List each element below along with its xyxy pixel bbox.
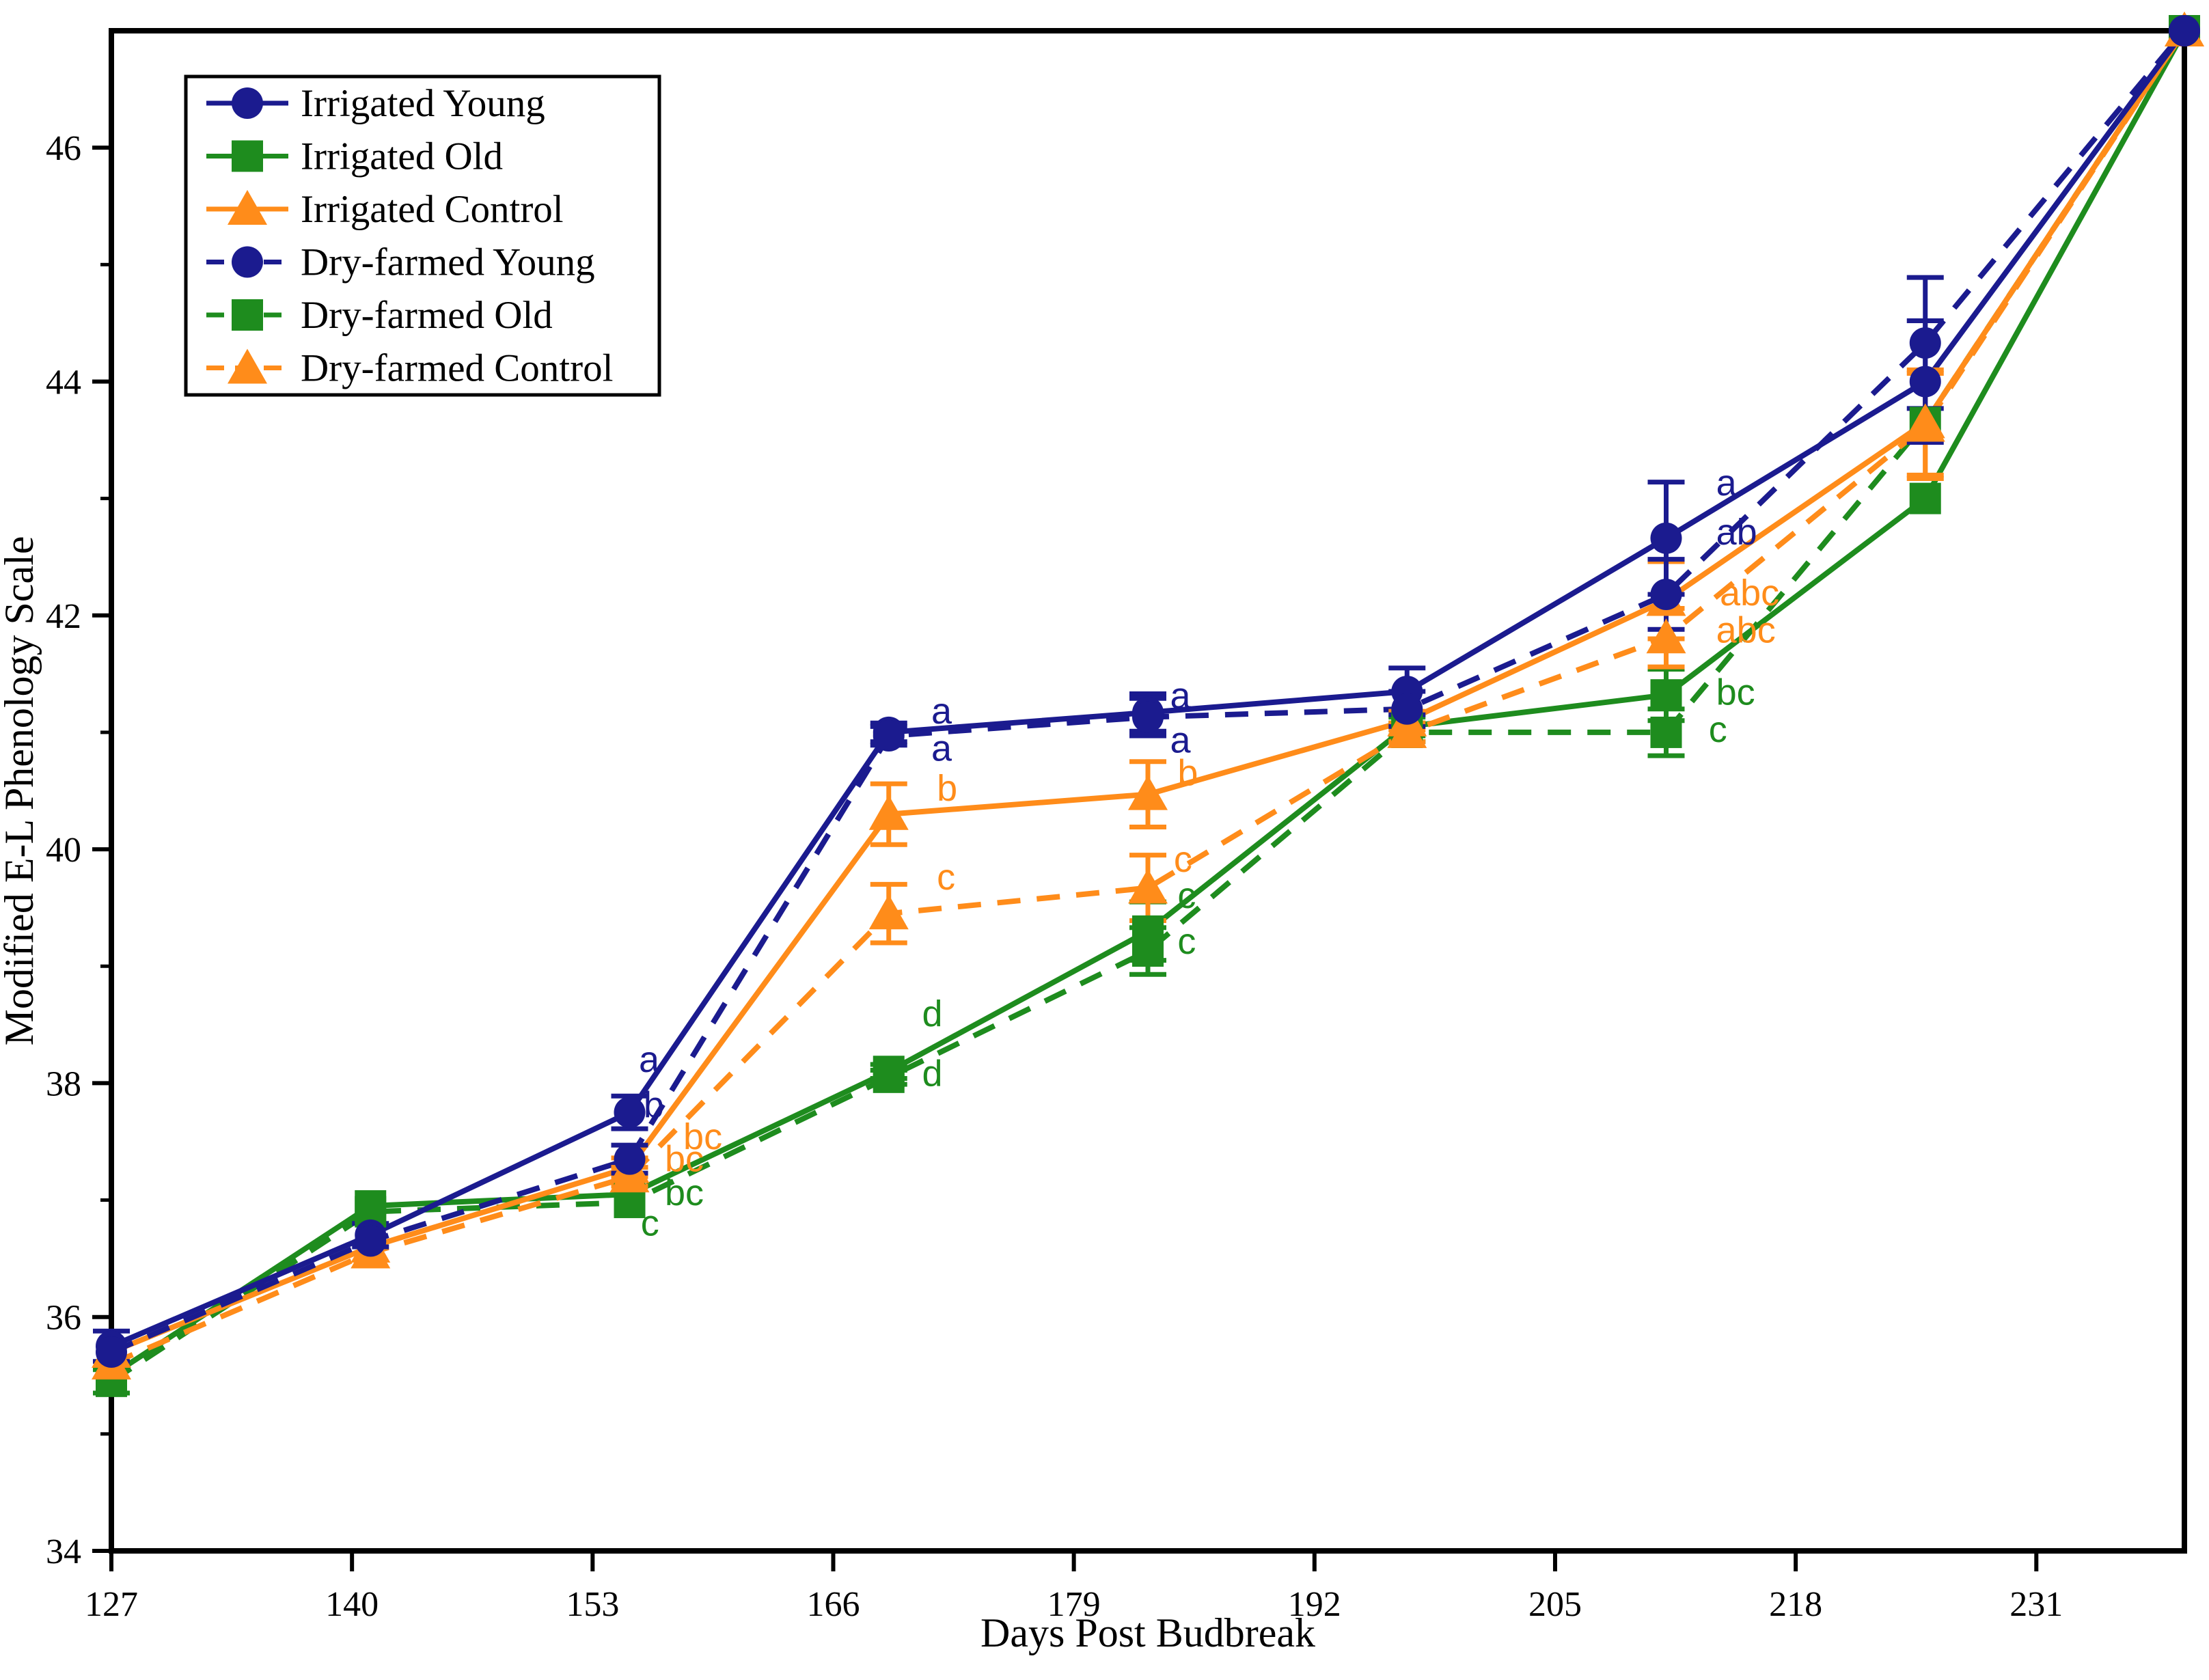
significance-letter: abc xyxy=(1716,610,1776,651)
x-axis-tick-label: 140 xyxy=(325,1585,379,1624)
legend-label-dry-farmed-young: Dry-farmed Young xyxy=(301,241,595,284)
data-point-irrigated-control xyxy=(868,795,909,830)
data-point-irrigated-young xyxy=(1909,366,1941,398)
data-point-dry-farmed-old xyxy=(1132,935,1164,967)
legend-box xyxy=(184,74,661,397)
legend-label-irrigated-young: Irrigated Young xyxy=(301,82,545,125)
data-point-dry-farmed-control xyxy=(609,1157,650,1193)
data-point-dry-farmed-young xyxy=(1909,327,1941,359)
y-axis-tick-label: 36 xyxy=(46,1299,81,1338)
y-axis-tick-label: 40 xyxy=(46,831,81,870)
legend-label-irrigated-control: Irrigated Control xyxy=(301,188,564,231)
legend-marker-dry-farmed-control xyxy=(228,348,267,384)
data-point-dry-farmed-control xyxy=(868,894,909,930)
x-axis-tick-label: 166 xyxy=(806,1585,860,1624)
plot-frame xyxy=(109,28,2187,1554)
significance-letter: c xyxy=(1709,709,1727,750)
significance-letter: ab xyxy=(1716,512,1757,553)
series-line-dry-farmed-control xyxy=(110,29,2187,1366)
y-axis-tick-label: 44 xyxy=(46,363,81,402)
legend-marker-dry-farmed-young xyxy=(232,246,263,278)
y-axis-tick-label: 46 xyxy=(46,129,81,168)
y-axis-tick-label: 38 xyxy=(46,1064,81,1103)
data-point-dry-farmed-control xyxy=(1905,407,1945,442)
data-point-dry-farmed-young xyxy=(1650,578,1682,610)
significance-letter: d xyxy=(922,993,943,1034)
significance-letter: c xyxy=(1174,839,1192,880)
legend-label-irrigated-old: Irrigated Old xyxy=(301,135,503,178)
x-axis-tick-label: 153 xyxy=(566,1585,619,1624)
legend-marker-dry-farmed-old xyxy=(232,299,263,331)
data-point-dry-farmed-old xyxy=(1650,716,1682,748)
data-point-dry-farmed-control xyxy=(1387,713,1427,748)
legend-label-dry-farmed-control: Dry-farmed Control xyxy=(301,347,613,390)
data-point-dry-farmed-young xyxy=(1391,693,1423,725)
significance-letter: a xyxy=(931,728,952,769)
significance-letter: c xyxy=(1177,875,1196,916)
significance-letter: d xyxy=(922,1053,943,1094)
significance-letter: a xyxy=(931,691,952,732)
y-axis-tick-label: 34 xyxy=(46,1532,81,1571)
significance-letter: abc xyxy=(1720,573,1779,614)
data-point-dry-farmed-control xyxy=(1128,868,1168,904)
legend-marker-irrigated-young xyxy=(232,87,263,119)
significance-letter: c xyxy=(641,1202,659,1243)
legend-marker-irrigated-old xyxy=(232,140,263,172)
data-point-irrigated-young xyxy=(1650,522,1682,554)
data-point-dry-farmed-young xyxy=(873,720,905,752)
data-point-dry-farmed-young xyxy=(2169,15,2200,46)
significance-letter: b xyxy=(1177,753,1198,794)
significance-letter: b xyxy=(937,768,957,809)
data-point-irrigated-control xyxy=(1128,775,1168,810)
data-point-irrigated-old xyxy=(1909,482,1941,514)
x-axis-tick-label: 231 xyxy=(2009,1585,2063,1624)
data-point-irrigated-old xyxy=(1650,679,1682,711)
significance-letter: c xyxy=(937,857,955,898)
data-point-dry-farmed-old xyxy=(873,1061,905,1093)
y-axis-title: Modified E-L Phenology Scale xyxy=(0,536,42,1046)
significance-letter: bc xyxy=(1716,672,1755,713)
significance-letter: bc xyxy=(683,1116,722,1157)
significance-letter: a xyxy=(1170,720,1192,761)
legend-label-dry-farmed-old: Dry-farmed Old xyxy=(301,294,553,337)
significance-letter: c xyxy=(1177,921,1196,962)
x-axis-tick-label: 127 xyxy=(85,1585,138,1624)
data-point-dry-farmed-control xyxy=(1646,618,1686,654)
x-axis-tick-label: 218 xyxy=(1769,1585,1822,1624)
x-axis-tick-label: 192 xyxy=(1288,1585,1341,1624)
data-point-dry-farmed-young xyxy=(614,1143,646,1175)
x-axis-tick-label: 205 xyxy=(1528,1585,1582,1624)
significance-letter: a xyxy=(1716,463,1738,504)
data-point-dry-farmed-young xyxy=(355,1225,387,1257)
significance-letter: bc xyxy=(665,1138,704,1179)
significance-letter: bc xyxy=(665,1172,704,1213)
data-point-dry-farmed-young xyxy=(96,1336,127,1368)
data-point-dry-farmed-young xyxy=(1132,701,1164,733)
significance-letter: a xyxy=(1170,676,1192,717)
legend-marker-irrigated-control xyxy=(228,190,267,225)
significance-letter: b xyxy=(644,1085,664,1126)
significance-letter: a xyxy=(639,1039,660,1080)
x-axis-tick-label: 179 xyxy=(1047,1585,1101,1624)
x-axis-title: Days Post Budbreak xyxy=(980,1610,1315,1655)
data-point-irrigated-young xyxy=(614,1097,646,1129)
y-axis-tick-label: 42 xyxy=(46,597,81,636)
